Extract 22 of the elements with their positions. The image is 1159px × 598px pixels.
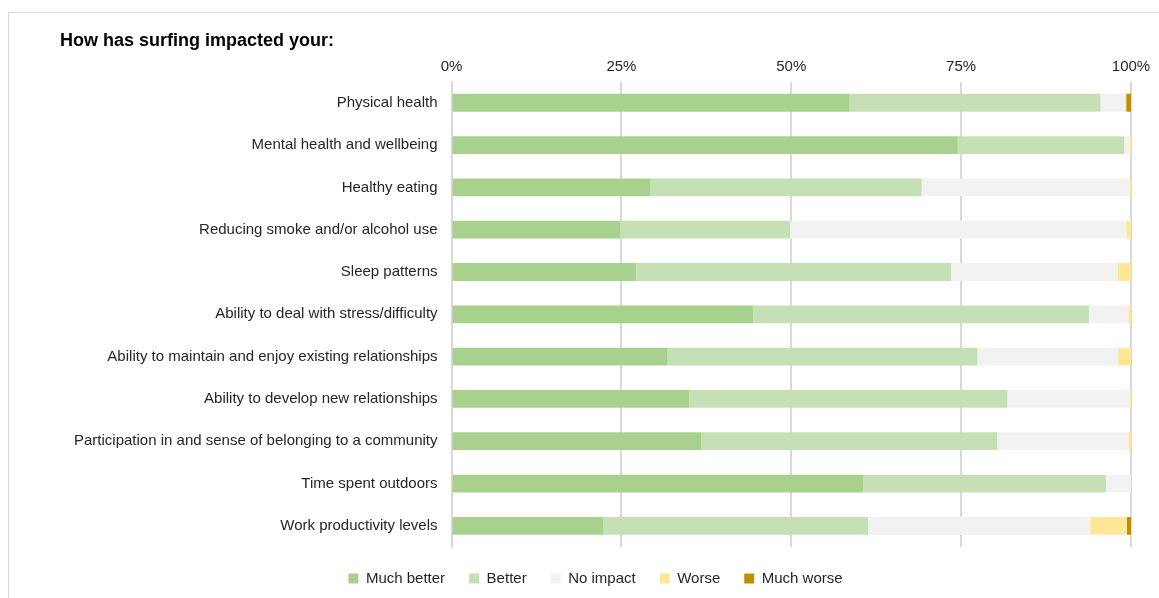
text: How has surfing impacted your: [60,29,335,50]
legend-label: Much worse [761,568,843,586]
x-tick-label: 75% [946,56,977,74]
y-tick-label: Mental health and wellbeing [251,135,438,153]
y-tick-label: Physical health [336,92,438,110]
x-tick-label: 50% [776,56,807,74]
y-tick-label: Time spent outdoors [301,473,438,491]
y-tick-label: Reducing smoke and/or alcohol use [199,219,438,237]
y-tick-label: Ability to maintain and enjoy existing relationships [107,346,438,364]
legend-label: No impact [568,568,637,586]
legend-label: Much better [365,568,446,586]
y-tick-label: Ability to develop new relationships [204,389,438,407]
x-tick-label: 100% [1111,56,1151,74]
legend-label: Worse [677,568,721,586]
y-tick-label: Healthy eating [341,177,438,195]
legend-label: Better [486,568,527,586]
y-tick-label: Work productivity levels [280,515,438,533]
y-tick-label: Ability to deal with stress/difficulty [215,304,439,322]
x-tick-label: 0% [440,56,463,74]
x-tick-label: 25% [606,56,637,74]
y-tick-label: Sleep patterns [340,262,438,280]
y-tick-label: Participation in and sense of belonging to a community [73,431,439,449]
